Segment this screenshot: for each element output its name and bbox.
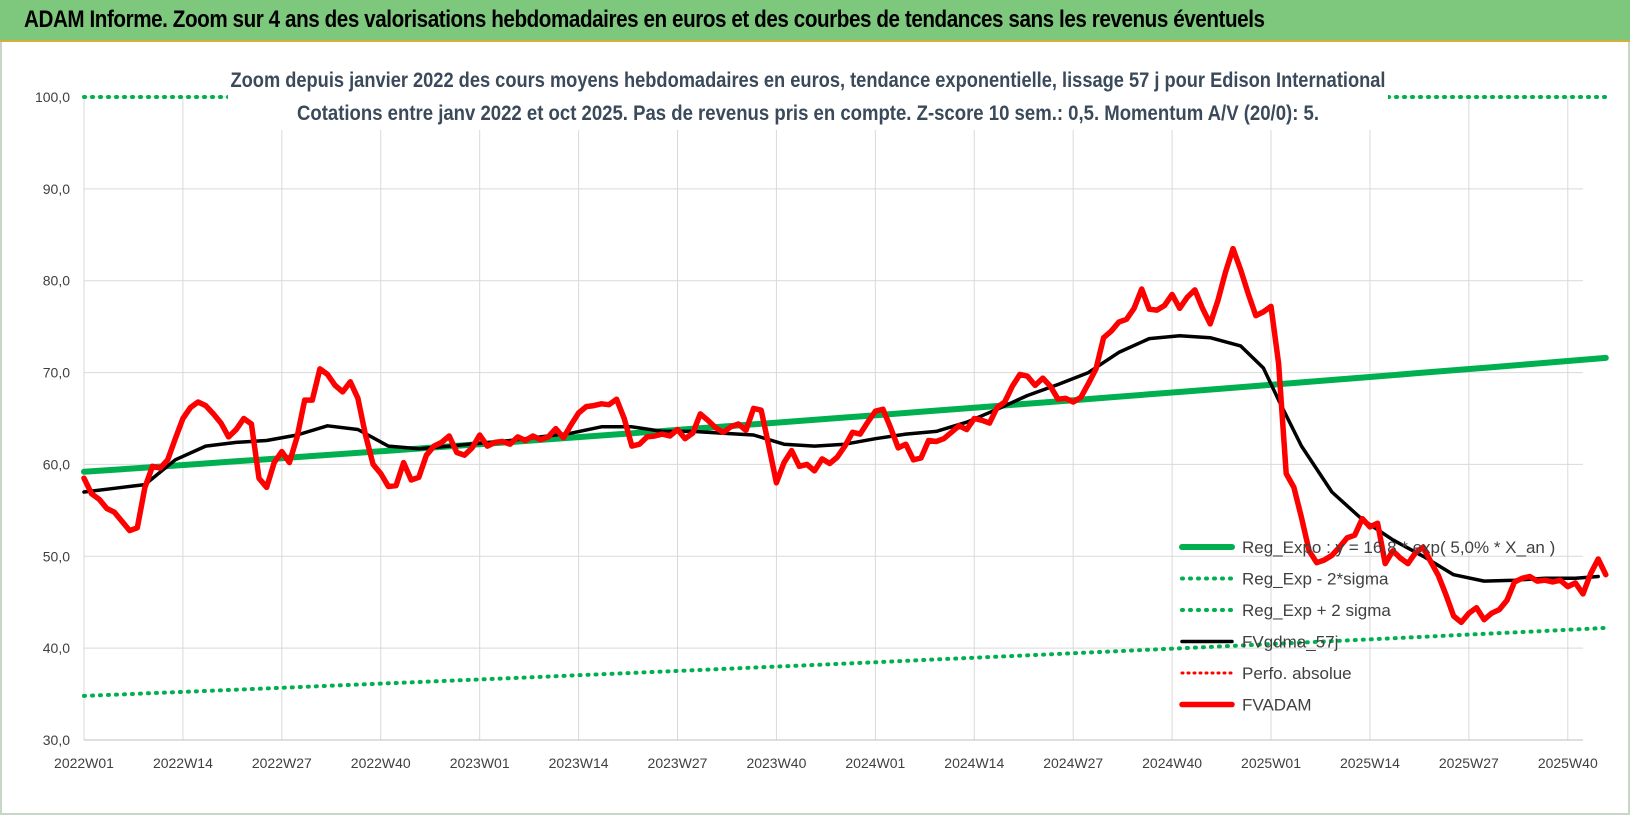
chart-title: Zoom depuis janvier 2022 des cours moyen… (231, 69, 1386, 92)
legend-entry: FVgdma_57j (1242, 633, 1338, 652)
x-tick-label: 2023W40 (746, 755, 806, 771)
chart-title-backdrop (228, 60, 1388, 130)
page-title: ADAM Informe. Zoom sur 4 ans des valoris… (24, 6, 1265, 33)
legend-entry: FVADAM (1242, 696, 1312, 715)
x-tick-label: 2025W14 (1340, 755, 1400, 771)
x-tick-label: 2025W27 (1439, 755, 1499, 771)
y-tick-label: 40,0 (43, 640, 70, 656)
y-tick-label: 50,0 (43, 548, 70, 564)
legend: Reg_Expo : y = 16,8 * exp( 5,0% * X_an )… (1179, 538, 1555, 715)
x-tick-label: 2024W14 (944, 755, 1004, 771)
x-tick-label: 2024W27 (1043, 755, 1103, 771)
legend-entry: Reg_Expo : y = 16,8 * exp( 5,0% * X_an ) (1242, 538, 1555, 557)
x-tick-label: 2023W01 (450, 755, 510, 771)
x-tick-label: 2023W27 (648, 755, 708, 771)
x-tick-label: 2022W27 (252, 755, 312, 771)
x-tick-label: 2024W40 (1142, 755, 1202, 771)
fvadam-line (81, 245, 1609, 626)
legend-entry: Reg_Exp - 2*sigma (1242, 570, 1389, 589)
x-tick-label: 2022W14 (153, 755, 213, 771)
y-tick-label: 70,0 (43, 365, 70, 381)
y-tick-label: 90,0 (43, 181, 70, 197)
x-tick-label: 2025W01 (1241, 755, 1301, 771)
reg-exp-minus-2sigma-line (82, 625, 1608, 698)
chart-subtitle: Cotations entre janv 2022 et oct 2025. P… (297, 102, 1319, 125)
y-tick-label: 60,0 (43, 456, 70, 472)
x-tick-label: 2022W01 (54, 755, 114, 771)
x-tick-label: 2022W40 (351, 755, 411, 771)
legend-entry: Perfo. absolue (1242, 664, 1352, 683)
y-tick-label: 80,0 (43, 273, 70, 289)
header-bar: ADAM Informe. Zoom sur 4 ans des valoris… (0, 0, 1630, 42)
x-tick-label: 2023W14 (549, 755, 609, 771)
axes: 30,0 40,0 50,0 60,0 70,0 80,0 90,0 100,0 2022W01… (35, 89, 1598, 771)
legend-entry: Reg_Exp + 2 sigma (1242, 601, 1391, 620)
chart-titles: Zoom depuis janvier 2022 des cours moyen… (228, 60, 1388, 130)
fvgdma-57j-line (82, 334, 1600, 583)
x-tick-label: 2025W40 (1538, 755, 1598, 771)
y-tick-label: 30,0 (43, 732, 70, 748)
x-tick-label: 2024W01 (845, 755, 905, 771)
y-tick-label: 100,0 (35, 89, 70, 105)
reg-expo-line (81, 354, 1609, 475)
